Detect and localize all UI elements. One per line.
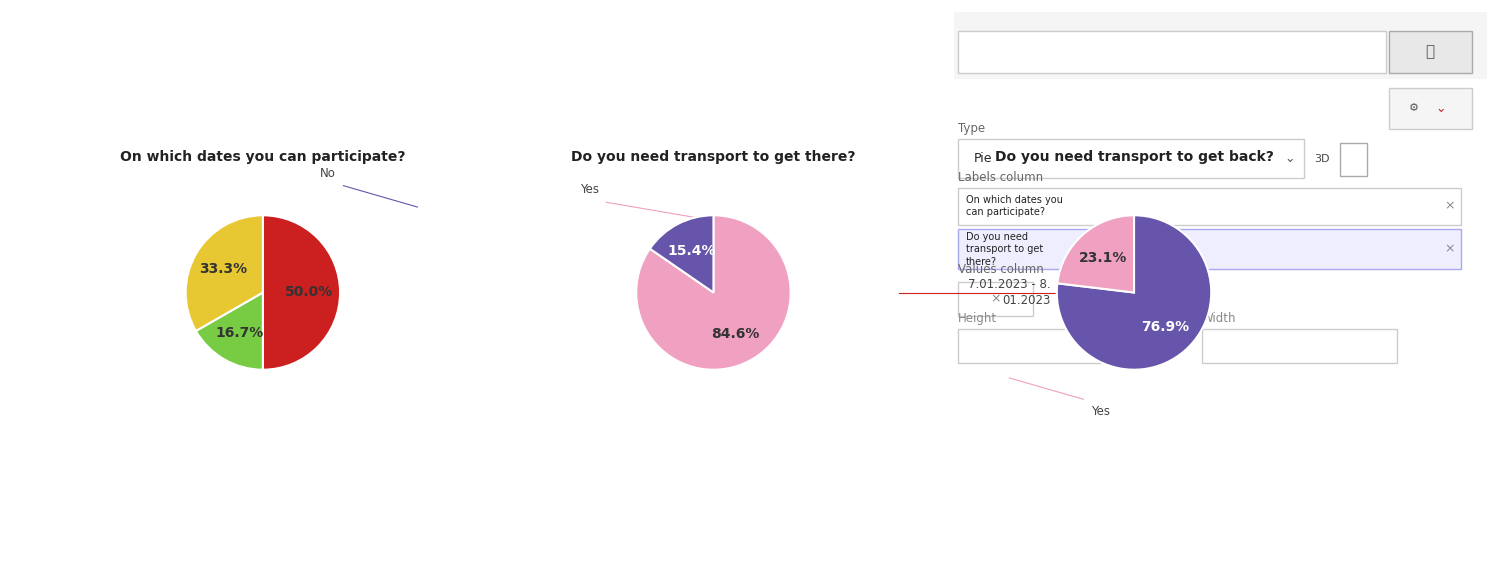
Text: 84.6%: 84.6%: [710, 326, 759, 340]
Text: 3D: 3D: [1314, 153, 1329, 164]
Text: On which dates you
can participate?: On which dates you can participate?: [966, 195, 1062, 217]
Wedge shape: [650, 215, 713, 292]
FancyBboxPatch shape: [958, 188, 1461, 225]
Text: ×: ×: [1445, 243, 1454, 256]
Text: Pie: Pie: [973, 152, 991, 165]
Text: ⌄: ⌄: [1284, 152, 1295, 165]
Text: Values column: Values column: [958, 263, 1044, 276]
Bar: [954, 12, 1487, 79]
Text: ×: ×: [1445, 199, 1454, 212]
FancyBboxPatch shape: [958, 229, 1461, 269]
Text: ⚙: ⚙: [1409, 103, 1419, 113]
Wedge shape: [186, 215, 263, 331]
FancyBboxPatch shape: [958, 329, 1154, 363]
Wedge shape: [1057, 215, 1211, 370]
Text: 23.1%: 23.1%: [1078, 251, 1128, 265]
FancyBboxPatch shape: [958, 31, 1386, 73]
FancyBboxPatch shape: [958, 282, 1033, 316]
Text: 33.3%: 33.3%: [198, 262, 246, 276]
Wedge shape: [263, 215, 339, 370]
Text: Height: Height: [958, 312, 997, 325]
FancyBboxPatch shape: [1202, 329, 1397, 363]
Text: 50.0%: 50.0%: [285, 285, 333, 300]
Text: Do you need transport to get there?: Do you need transport to get there?: [571, 150, 856, 164]
Text: 76.9%: 76.9%: [1140, 320, 1188, 334]
Wedge shape: [195, 292, 263, 370]
Text: Yes: Yes: [580, 183, 599, 197]
Text: Yes: Yes: [1090, 405, 1110, 418]
FancyBboxPatch shape: [1340, 143, 1367, 176]
Text: 15.4%: 15.4%: [668, 245, 716, 259]
Text: 16.7%: 16.7%: [215, 326, 264, 340]
Text: Do you need transport to get back?: Do you need transport to get back?: [994, 150, 1274, 164]
Wedge shape: [1057, 215, 1134, 292]
Text: Type: Type: [958, 122, 985, 135]
Text: ⌕: ⌕: [1425, 44, 1434, 60]
Text: Labels column: Labels column: [958, 171, 1044, 184]
FancyBboxPatch shape: [1389, 31, 1472, 73]
Text: ⌄: ⌄: [1436, 102, 1446, 115]
Text: On which dates you can participate?: On which dates you can participate?: [120, 150, 406, 164]
Wedge shape: [637, 215, 790, 370]
Text: 7.01.2023 - 8.
01.2023: 7.01.2023 - 8. 01.2023: [969, 278, 1051, 307]
Text: No: No: [320, 167, 336, 180]
Text: Width: Width: [1202, 312, 1236, 325]
Text: ×: ×: [991, 292, 1000, 305]
FancyBboxPatch shape: [958, 139, 1304, 178]
FancyBboxPatch shape: [1389, 88, 1472, 129]
Text: Do you need
transport to get
there?: Do you need transport to get there?: [966, 232, 1042, 267]
